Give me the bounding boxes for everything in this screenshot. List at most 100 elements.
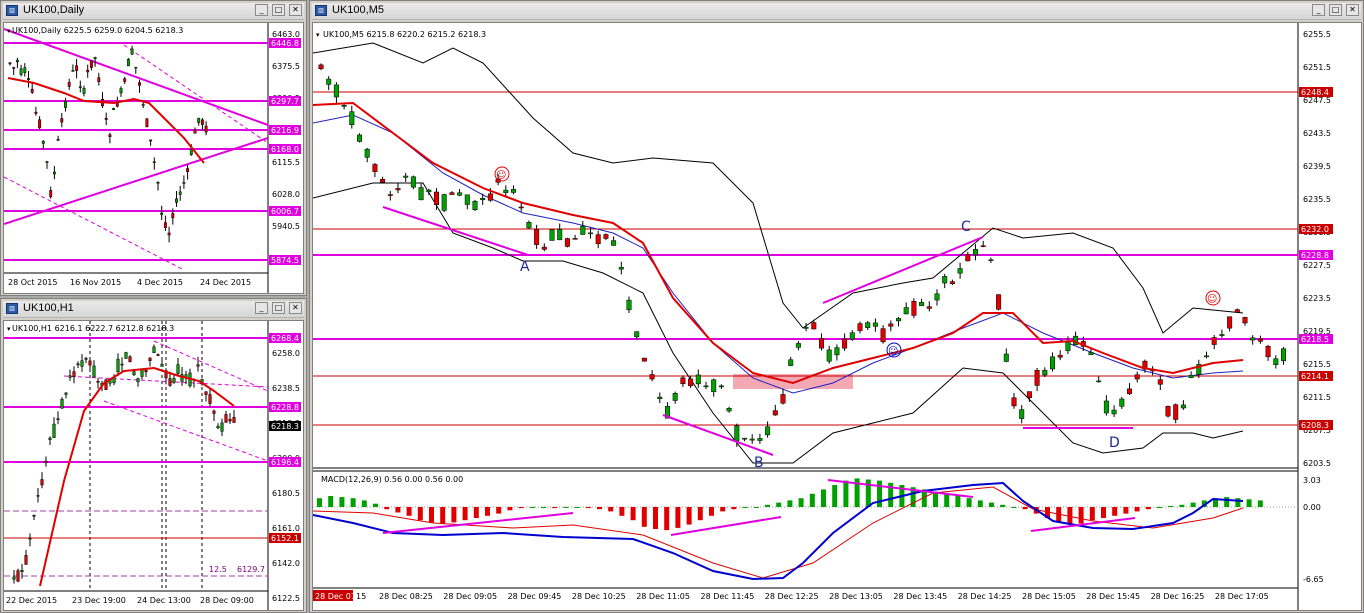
candle bbox=[175, 198, 178, 203]
candle bbox=[36, 495, 40, 497]
time-tick: 28 Dec 09:05 bbox=[443, 592, 497, 601]
candle bbox=[665, 406, 670, 419]
level-tag: 6228.8 bbox=[1301, 251, 1329, 260]
candle bbox=[56, 418, 60, 420]
maximize-button[interactable]: □ bbox=[272, 302, 285, 314]
macd-bar bbox=[944, 493, 950, 507]
price-tick: 6258.0 bbox=[272, 349, 300, 358]
candle bbox=[380, 179, 386, 183]
candle bbox=[232, 417, 236, 423]
candle bbox=[511, 189, 516, 193]
candle bbox=[387, 194, 393, 196]
close-button[interactable]: ✕ bbox=[1346, 4, 1359, 16]
candle bbox=[130, 48, 134, 55]
macd-bar bbox=[697, 507, 703, 521]
macd-bar bbox=[843, 480, 849, 507]
svg-text:☺: ☺ bbox=[496, 170, 506, 181]
candle bbox=[115, 103, 119, 107]
price-tick: 6207.5 bbox=[1303, 426, 1331, 435]
candle bbox=[120, 363, 124, 366]
date-tick: 16 Nov 2015 bbox=[70, 278, 121, 287]
candle bbox=[89, 60, 93, 68]
candle bbox=[1165, 406, 1171, 417]
minimize-button[interactable]: _ bbox=[255, 4, 268, 16]
candle bbox=[108, 134, 112, 137]
candle bbox=[224, 414, 228, 423]
smiley-icon: ☺ bbox=[886, 342, 902, 358]
chart-window-icon: ▥ bbox=[6, 5, 18, 16]
macd-bar bbox=[742, 507, 748, 508]
h1-info-text: UK100,H1 6216.1 6222.7 6212.8 6218.3 bbox=[12, 324, 174, 333]
macd-bar bbox=[619, 507, 625, 516]
candle bbox=[64, 100, 67, 108]
macd-bar bbox=[574, 507, 580, 508]
level-tag: 6214.1 bbox=[1301, 372, 1329, 381]
maximize-button[interactable]: □ bbox=[272, 4, 285, 16]
candle bbox=[1281, 348, 1286, 362]
macd-bar bbox=[955, 496, 961, 507]
candle bbox=[1134, 374, 1140, 380]
candle bbox=[580, 225, 586, 235]
candle bbox=[449, 192, 455, 195]
candle bbox=[104, 379, 108, 390]
candle bbox=[572, 238, 578, 240]
daily-chart-svg: UK100,Daily 6225.5 6259.0 6204.5 6218.3 … bbox=[4, 23, 301, 293]
price-tick: 6255.5 bbox=[1303, 30, 1331, 39]
h1-date-axis: 22 Dec 2015 23 Dec 19:00 24 Dec 13:00 28 De… bbox=[6, 596, 254, 605]
smiley-icon: ☺ bbox=[1205, 290, 1221, 306]
macd-bar bbox=[563, 507, 569, 508]
candle bbox=[364, 148, 370, 158]
candle bbox=[38, 119, 42, 129]
candle bbox=[518, 206, 524, 209]
svg-text:☺: ☺ bbox=[1207, 294, 1217, 305]
minimize-button[interactable]: _ bbox=[1312, 4, 1325, 16]
h1-window-title: UK100,H1 bbox=[23, 302, 74, 314]
h1-note-right: 6129.7 bbox=[237, 565, 265, 574]
candle bbox=[171, 213, 175, 219]
candle bbox=[757, 438, 763, 441]
candle bbox=[980, 245, 986, 247]
candle bbox=[160, 212, 164, 215]
candle bbox=[811, 322, 817, 330]
candle bbox=[333, 84, 339, 98]
macd-info-text: MACD(12,26,9) 0.56 0.00 0.56 0.00 bbox=[321, 475, 463, 484]
daily-chart-area[interactable]: UK100,Daily 6225.5 6259.0 6204.5 6218.3 … bbox=[3, 22, 304, 294]
minimize-button[interactable]: _ bbox=[255, 302, 268, 314]
candle bbox=[780, 394, 786, 404]
candle bbox=[1273, 358, 1279, 365]
candle bbox=[349, 111, 355, 126]
time-tick: 28 Dec 13:45 bbox=[893, 592, 947, 601]
candle bbox=[15, 59, 19, 63]
smiley-icon: ☺ bbox=[494, 166, 510, 182]
svg-text:▾: ▾ bbox=[7, 27, 11, 35]
close-button[interactable]: ✕ bbox=[289, 4, 302, 16]
m5-title-bar[interactable]: ▥ UK100,M5 _ □ ✕ bbox=[312, 3, 1361, 20]
candle bbox=[136, 378, 140, 383]
price-tick: 6028.0 bbox=[272, 190, 300, 199]
price-tick: 6161.0 bbox=[272, 524, 300, 533]
candle bbox=[403, 175, 409, 178]
h1-title-bar[interactable]: ▥ UK100,H1 _ □ ✕ bbox=[3, 301, 304, 318]
candle bbox=[973, 249, 978, 256]
candle bbox=[119, 88, 123, 94]
candle bbox=[564, 238, 570, 247]
close-button[interactable]: ✕ bbox=[289, 302, 302, 314]
candle bbox=[618, 267, 624, 270]
macd-bar bbox=[1224, 497, 1230, 507]
macd-bar bbox=[933, 491, 938, 507]
daily-title-bar[interactable]: ▥ UK100,Daily _ □ ✕ bbox=[3, 3, 304, 20]
candle bbox=[216, 426, 220, 429]
macd-tick: 0.00 bbox=[1303, 503, 1321, 512]
candle bbox=[1042, 369, 1048, 376]
candle bbox=[872, 322, 878, 327]
h1-chart-area[interactable]: ▾ UK100,H1 6216.1 6222.7 6212.8 6218.3 1… bbox=[3, 320, 304, 611]
date-tick: 24 Dec 13:00 bbox=[137, 596, 191, 605]
candle bbox=[949, 281, 955, 284]
h1-price-axis: 6258.06238.56218.36200.06180.56161.06142… bbox=[272, 349, 300, 603]
candle bbox=[996, 294, 1002, 310]
maximize-button[interactable]: □ bbox=[1329, 4, 1342, 16]
macd-bar bbox=[429, 507, 434, 523]
m5-chart-area[interactable]: ☺ ☺ ☺ A B C D ▾ UK100,M5 6215.8 6220.2 6… bbox=[312, 22, 1362, 611]
candle bbox=[695, 374, 701, 385]
macd-bar bbox=[1134, 507, 1140, 512]
